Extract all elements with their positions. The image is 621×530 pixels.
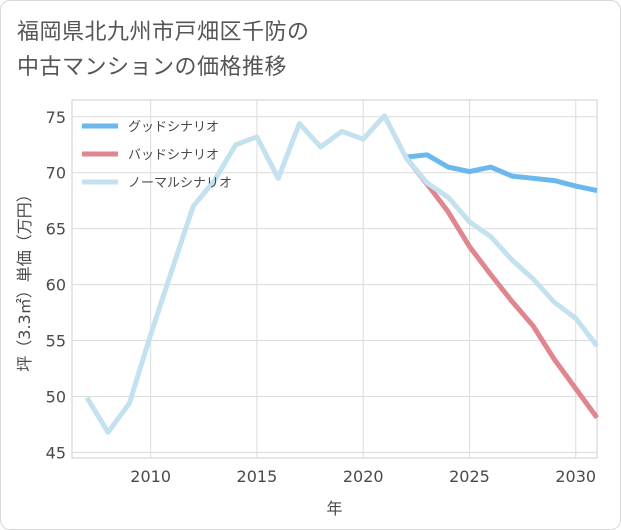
series-line-2 [84,113,599,435]
series-line-0 [405,152,598,194]
x-tick-label: 2010 [130,467,171,486]
legend-label: ノーマルシナリオ [128,176,232,191]
y-tick-label: 75 [46,108,66,127]
chart-title-line-1: 福岡県北九州市戸畑区千防の [17,20,310,45]
chart-title: 福岡県北九州市戸畑区千防の 中古マンションの価格推移 [17,15,310,85]
x-tick-label: 2025 [449,467,490,486]
x-axis-title: 年 [326,499,342,518]
plot-area-border [71,99,598,459]
legend-label: バッドシナリオ [128,148,219,163]
x-tick-label: 2020 [343,467,384,486]
y-tick-label: 45 [46,443,66,462]
y-tick-label: 50 [46,387,66,406]
y-tick-label: 55 [46,332,66,351]
y-axis-title: 坪（3.3㎡）単価（万円） [15,186,34,371]
x-tick-label: 2030 [555,467,596,486]
x-tick-label: 2015 [237,467,278,486]
series-lines [84,113,600,435]
y-tick-label: 70 [46,164,66,183]
chart-title-line-2: 中古マンションの価格推移 [17,55,288,80]
y-tick-label: 60 [46,276,66,295]
tick-labels: 45 50 55 60 65 70 75 2010 2015 2020 2025 2030 [46,108,596,486]
y-tick-label: 65 [46,220,66,239]
legend-label: グッドシナリオ [128,120,219,135]
series-line-1 [403,155,600,420]
